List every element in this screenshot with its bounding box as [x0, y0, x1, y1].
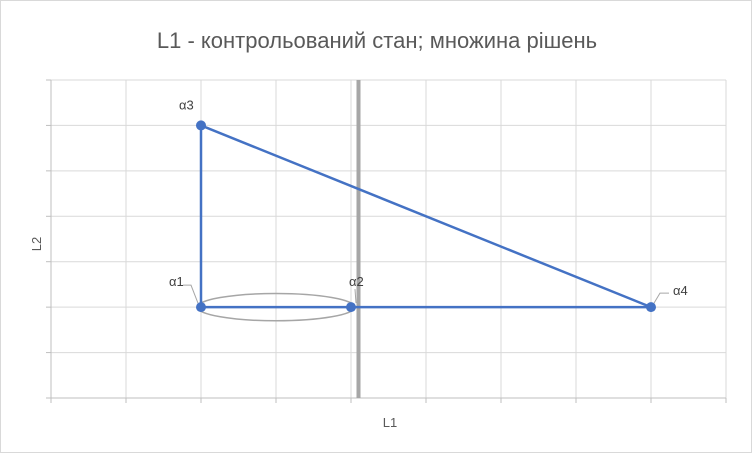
marks: α1 α2 α3 α4 — [169, 80, 688, 398]
y-axis-label: L2 — [29, 237, 44, 251]
point-label: α3 — [179, 97, 194, 112]
data-point — [646, 302, 656, 313]
axes — [46, 79, 727, 403]
point-label: α1 — [169, 274, 184, 289]
grid — [51, 79, 727, 398]
series-segment — [200, 124, 652, 309]
data-point — [346, 302, 356, 313]
chart-title: L1 - контрольований стан; множина рішень — [157, 28, 597, 53]
label-leader — [183, 284, 199, 304]
data-point — [196, 302, 206, 313]
label-leader — [354, 289, 357, 304]
point-label: α2 — [349, 274, 364, 289]
x-axis-label: L1 — [383, 415, 397, 430]
point-label: α4 — [673, 283, 688, 298]
data-point — [196, 120, 206, 131]
label-leader — [653, 292, 669, 304]
